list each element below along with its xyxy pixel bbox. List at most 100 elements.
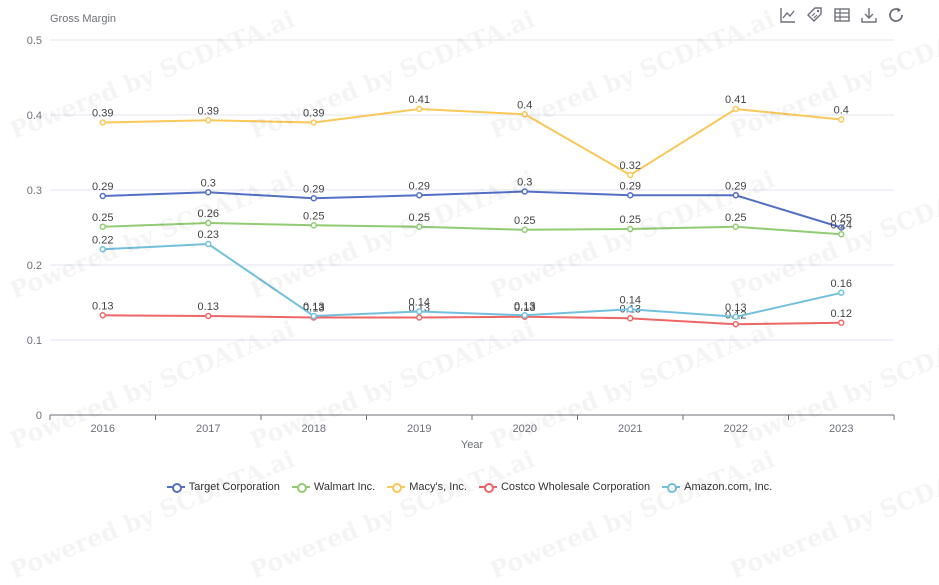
data-label: 0.4 bbox=[834, 105, 849, 117]
data-point bbox=[732, 223, 739, 230]
data-point bbox=[205, 117, 212, 124]
data-label: 0.13 bbox=[198, 301, 219, 313]
data-point bbox=[416, 223, 423, 230]
data-label: 0.29 bbox=[620, 180, 641, 192]
data-label: 0.13 bbox=[725, 302, 746, 314]
data-point bbox=[732, 313, 739, 320]
data-label: 0.25 bbox=[303, 210, 324, 222]
series-line bbox=[102, 243, 842, 318]
data-view-icon[interactable] bbox=[833, 6, 851, 24]
refresh-icon[interactable] bbox=[887, 6, 905, 24]
data-label: 0.13 bbox=[514, 300, 535, 312]
data-point bbox=[416, 105, 423, 113]
data-point bbox=[627, 315, 634, 322]
legend-label: Amazon.com, Inc. bbox=[684, 481, 773, 493]
data-label: 0.13 bbox=[303, 301, 324, 313]
data-point bbox=[310, 119, 317, 126]
data-label: 0.25 bbox=[725, 212, 746, 224]
data-label: 0.24 bbox=[831, 219, 852, 231]
data-label: 0.14 bbox=[409, 297, 430, 309]
data-point bbox=[521, 111, 528, 118]
data-point bbox=[99, 119, 106, 126]
legend-label: Macy's, Inc. bbox=[409, 481, 467, 493]
data-point bbox=[310, 195, 317, 202]
series-line bbox=[102, 314, 842, 326]
data-point bbox=[838, 116, 845, 123]
data-label: 0.25 bbox=[514, 215, 535, 227]
series-line bbox=[102, 108, 842, 176]
data-point bbox=[205, 219, 212, 227]
line-chart-icon[interactable] bbox=[779, 6, 797, 24]
legend-label: Target Corporation bbox=[188, 481, 280, 493]
data-label: 0.3 bbox=[201, 177, 216, 189]
legend-item[interactable]: Amazon.com, Inc. bbox=[662, 481, 772, 493]
data-point bbox=[416, 314, 423, 321]
legend-label: Walmart Inc. bbox=[313, 481, 376, 493]
data-point bbox=[732, 321, 739, 328]
data-point bbox=[732, 105, 739, 113]
data-point bbox=[99, 246, 106, 253]
chart-toolbar bbox=[779, 6, 905, 24]
data-label: 0.26 bbox=[198, 208, 219, 220]
data-label: 0.29 bbox=[92, 181, 113, 193]
x-axis-title: Year bbox=[461, 439, 484, 451]
legend-item[interactable]: Walmart Inc. bbox=[291, 481, 376, 493]
data-label: 0.13 bbox=[92, 300, 113, 312]
x-tick-label: 2023 bbox=[829, 423, 853, 435]
data-label: 0.25 bbox=[409, 212, 430, 224]
legend-swatch bbox=[662, 482, 681, 493]
data-label: 0.25 bbox=[92, 212, 113, 224]
legend-item[interactable]: Target Corporation bbox=[166, 481, 280, 493]
data-label: 0.29 bbox=[725, 180, 746, 192]
data-label: 0.4 bbox=[517, 99, 532, 111]
tag-icon[interactable] bbox=[806, 6, 824, 24]
y-tick-label: 0.1 bbox=[27, 335, 42, 347]
data-label: 0.3 bbox=[517, 177, 532, 189]
data-point bbox=[205, 240, 212, 248]
data-label: 0.25 bbox=[620, 214, 641, 226]
data-label: 0.41 bbox=[409, 94, 430, 106]
x-tick-label: 2022 bbox=[724, 423, 748, 435]
data-label: 0.16 bbox=[831, 278, 852, 290]
data-point bbox=[627, 171, 634, 179]
data-label: 0.39 bbox=[92, 108, 113, 120]
data-label: 0.39 bbox=[303, 108, 324, 120]
data-point bbox=[99, 223, 106, 230]
data-point bbox=[838, 289, 845, 296]
data-point bbox=[416, 192, 423, 199]
legend-swatch bbox=[478, 482, 497, 493]
data-point bbox=[310, 222, 317, 229]
data-label: 0.39 bbox=[198, 105, 219, 117]
data-point bbox=[310, 312, 317, 320]
data-point bbox=[205, 189, 212, 196]
y-tick-label: 0.3 bbox=[27, 185, 42, 197]
data-label: 0.32 bbox=[620, 160, 641, 172]
data-label: 0.13 bbox=[514, 302, 535, 314]
legend-item[interactable]: Macy's, Inc. bbox=[387, 481, 467, 493]
data-point bbox=[838, 319, 845, 326]
data-point bbox=[627, 306, 634, 313]
x-tick-label: 2021 bbox=[618, 423, 642, 435]
x-tick-label: 2017 bbox=[196, 423, 220, 435]
y-axis-title: Gross Margin bbox=[50, 13, 116, 25]
y-tick-label: 0.2 bbox=[27, 260, 42, 272]
data-point bbox=[99, 192, 106, 200]
data-point bbox=[205, 312, 212, 320]
data-label: 0.25 bbox=[831, 213, 852, 225]
data-label: 0.29 bbox=[409, 180, 430, 192]
line-chart: 0 0.1 0.2 0.3 0.4 0.5 2016 2017 2018 2019 2020 2021… bbox=[27, 13, 895, 451]
download-icon[interactable] bbox=[860, 6, 878, 24]
data-point bbox=[838, 231, 845, 238]
data-label: 0.23 bbox=[198, 229, 219, 241]
data-point bbox=[521, 188, 528, 195]
legend-swatch bbox=[166, 482, 185, 493]
data-point bbox=[627, 225, 634, 233]
data-label: 0.41 bbox=[725, 94, 746, 106]
data-point bbox=[838, 224, 845, 231]
legend-swatch bbox=[291, 482, 310, 493]
y-tick-label: 0.4 bbox=[27, 110, 42, 122]
x-tick-label: 2020 bbox=[513, 423, 537, 435]
legend-item[interactable]: Costco Wholesale Corporation bbox=[478, 481, 650, 493]
chart-legend: Target Corporation Walmart Inc. Macy's, In… bbox=[0, 481, 939, 493]
series-line bbox=[102, 222, 842, 236]
